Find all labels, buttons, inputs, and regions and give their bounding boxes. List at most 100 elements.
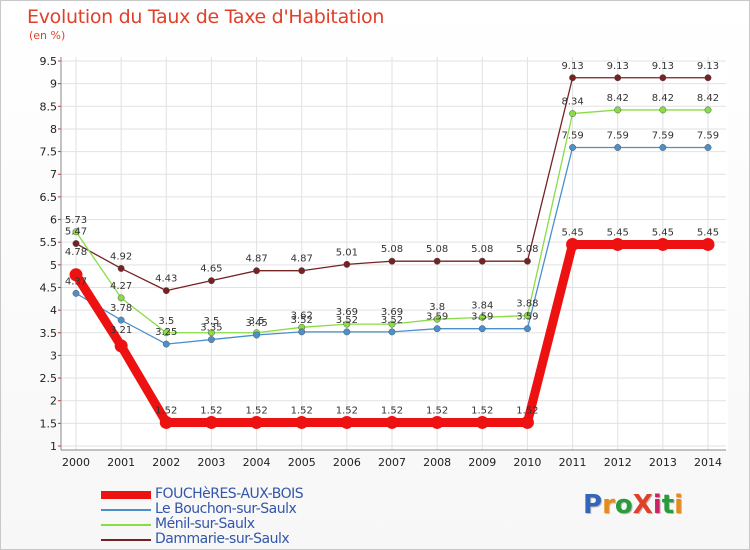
data-point bbox=[114, 339, 128, 353]
x-tick-label: 2009 bbox=[468, 456, 496, 469]
data-point bbox=[614, 144, 622, 151]
data-point bbox=[343, 328, 351, 336]
data-point bbox=[614, 106, 622, 114]
data-label: 5.45 bbox=[607, 227, 629, 238]
plot-area bbox=[61, 57, 728, 450]
data-point bbox=[343, 320, 351, 328]
data-label: 1.52 bbox=[336, 405, 358, 416]
data-point bbox=[430, 415, 444, 429]
data-point bbox=[72, 240, 80, 247]
data-point bbox=[388, 328, 396, 336]
x-tick-label: 2004 bbox=[243, 456, 271, 469]
data-label: 3.88 bbox=[516, 299, 538, 310]
data-point bbox=[343, 260, 351, 268]
data-point bbox=[162, 287, 170, 295]
data-label: 9.13 bbox=[652, 61, 674, 72]
data-label: 8.42 bbox=[652, 93, 674, 104]
data-point bbox=[478, 325, 486, 333]
data-point bbox=[659, 74, 667, 82]
x-tick-label: 2005 bbox=[288, 456, 316, 469]
data-label: 4.43 bbox=[155, 274, 177, 285]
data-point bbox=[69, 268, 83, 282]
data-label: 4.37 bbox=[65, 276, 87, 287]
data-label: 7.59 bbox=[561, 131, 583, 142]
data-point bbox=[704, 106, 712, 114]
data-label: 4.87 bbox=[245, 254, 267, 265]
data-label: 5.45 bbox=[652, 227, 674, 238]
data-point bbox=[611, 237, 625, 251]
y-tick-label: 9.5 bbox=[40, 55, 58, 68]
data-label: 8.42 bbox=[607, 93, 629, 104]
data-point bbox=[207, 277, 215, 285]
data-point bbox=[569, 74, 577, 82]
data-point bbox=[159, 415, 173, 429]
data-label: 1.52 bbox=[516, 405, 538, 416]
data-label: 5.47 bbox=[65, 227, 87, 238]
x-tick-label: 2001 bbox=[107, 456, 135, 469]
x-tick-label: 2010 bbox=[513, 456, 541, 469]
data-point bbox=[72, 289, 80, 297]
y-tick-label: 7.5 bbox=[40, 146, 58, 159]
proxiti-logo: ProXiti bbox=[583, 490, 684, 520]
data-label: 5.73 bbox=[65, 215, 87, 226]
y-tick-label: 8.5 bbox=[40, 100, 58, 113]
data-label: 3.21 bbox=[110, 325, 132, 336]
data-label: 3.35 bbox=[200, 323, 222, 334]
data-label: 3.8 bbox=[429, 302, 445, 313]
data-point bbox=[659, 144, 667, 151]
data-point bbox=[207, 329, 215, 337]
x-tick-label: 2003 bbox=[197, 456, 225, 469]
y-tick-label: 7 bbox=[50, 168, 57, 181]
data-label: 5.45 bbox=[697, 227, 719, 238]
data-point bbox=[207, 336, 215, 344]
legend-label: FOUCHèRES-AUX-BOIS bbox=[155, 486, 304, 502]
data-point bbox=[656, 237, 670, 251]
data-point bbox=[569, 110, 577, 117]
data-label: 3.62 bbox=[291, 310, 313, 321]
data-label: 9.13 bbox=[561, 61, 583, 72]
data-label: 5.45 bbox=[561, 227, 583, 238]
y-tick-label: 2 bbox=[50, 395, 57, 408]
data-point bbox=[204, 415, 218, 429]
y-tick-label: 2.5 bbox=[40, 372, 58, 385]
data-point bbox=[340, 415, 354, 429]
y-tick-label: 1 bbox=[50, 440, 57, 453]
data-point bbox=[475, 415, 489, 429]
data-label: 1.52 bbox=[291, 405, 313, 416]
data-label: 3.25 bbox=[155, 327, 177, 338]
data-label: 1.52 bbox=[200, 405, 222, 416]
data-point bbox=[162, 329, 170, 337]
data-label: 3.52 bbox=[336, 315, 358, 326]
legend-swatch bbox=[101, 524, 151, 526]
data-label: 3.5 bbox=[158, 316, 174, 327]
x-tick-label: 2006 bbox=[333, 456, 361, 469]
data-label: 5.08 bbox=[471, 244, 493, 255]
legend-label: Le Bouchon-sur-Saulx bbox=[155, 501, 297, 517]
x-tick-label: 2013 bbox=[649, 456, 677, 469]
chart-title: Evolution du Taux de Taxe d'Habitation bbox=[27, 6, 385, 28]
y-tick-label: 4 bbox=[50, 304, 57, 317]
data-label: 3.69 bbox=[381, 307, 403, 318]
data-point bbox=[117, 264, 125, 272]
data-label: 4.27 bbox=[110, 281, 132, 292]
y-tick-label: 8 bbox=[50, 123, 57, 136]
x-tick-label: 2002 bbox=[152, 456, 180, 469]
legend-swatch bbox=[101, 539, 151, 541]
x-tick-label: 2011 bbox=[559, 456, 587, 469]
data-point bbox=[566, 237, 580, 251]
data-label: 3.59 bbox=[471, 312, 493, 323]
data-label: 5.08 bbox=[381, 244, 403, 255]
data-label: 8.34 bbox=[561, 97, 583, 108]
x-tick-label: 2000 bbox=[62, 456, 90, 469]
y-tick-label: 6 bbox=[50, 214, 57, 227]
data-point bbox=[704, 144, 712, 151]
data-point bbox=[162, 340, 170, 348]
data-label: 9.13 bbox=[607, 61, 629, 72]
y-tick-label: 5.5 bbox=[40, 236, 58, 249]
x-tick-label: 2007 bbox=[378, 456, 406, 469]
data-label: 4.65 bbox=[200, 264, 222, 275]
data-point bbox=[523, 257, 531, 265]
data-label: 7.59 bbox=[697, 131, 719, 142]
